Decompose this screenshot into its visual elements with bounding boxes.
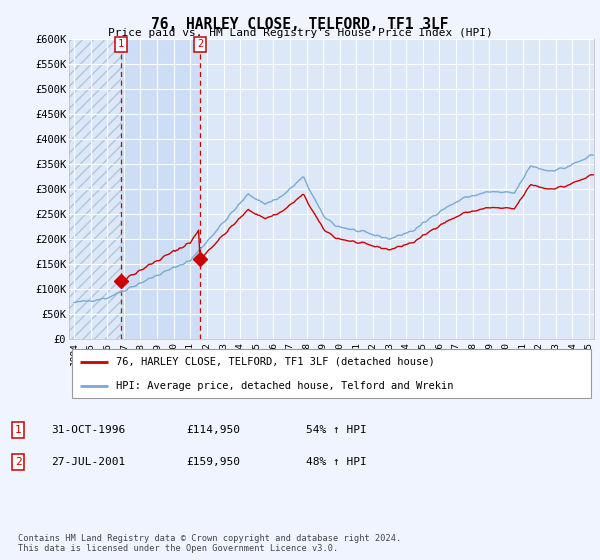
Text: Contains HM Land Registry data © Crown copyright and database right 2024.
This d: Contains HM Land Registry data © Crown c… xyxy=(18,534,401,553)
Text: 48% ↑ HPI: 48% ↑ HPI xyxy=(306,457,367,467)
Text: 76, HARLEY CLOSE, TELFORD, TF1 3LF: 76, HARLEY CLOSE, TELFORD, TF1 3LF xyxy=(151,17,449,32)
Text: HPI: Average price, detached house, Telford and Wrekin: HPI: Average price, detached house, Telf… xyxy=(116,381,454,391)
Text: 27-JUL-2001: 27-JUL-2001 xyxy=(51,457,125,467)
Text: 1: 1 xyxy=(118,39,124,49)
Bar xyxy=(69,39,121,339)
Text: 2: 2 xyxy=(14,457,22,467)
Text: £159,950: £159,950 xyxy=(186,457,240,467)
Text: 1: 1 xyxy=(14,425,22,435)
Bar xyxy=(121,39,200,339)
FancyBboxPatch shape xyxy=(71,349,592,398)
Text: 31-OCT-1996: 31-OCT-1996 xyxy=(51,425,125,435)
Text: £114,950: £114,950 xyxy=(186,425,240,435)
Text: 54% ↑ HPI: 54% ↑ HPI xyxy=(306,425,367,435)
Text: Price paid vs. HM Land Registry's House Price Index (HPI): Price paid vs. HM Land Registry's House … xyxy=(107,28,493,38)
Text: 76, HARLEY CLOSE, TELFORD, TF1 3LF (detached house): 76, HARLEY CLOSE, TELFORD, TF1 3LF (deta… xyxy=(116,357,435,367)
Text: 2: 2 xyxy=(197,39,203,49)
